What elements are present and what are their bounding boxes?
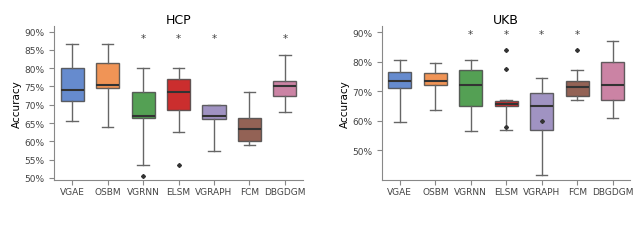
PathPatch shape <box>495 102 518 106</box>
Text: *: * <box>176 34 181 44</box>
PathPatch shape <box>601 62 624 101</box>
PathPatch shape <box>566 81 589 96</box>
Text: *: * <box>539 29 544 39</box>
Text: *: * <box>575 29 580 39</box>
Title: UKB: UKB <box>493 14 519 27</box>
PathPatch shape <box>530 93 553 130</box>
PathPatch shape <box>424 74 447 86</box>
PathPatch shape <box>273 82 296 96</box>
Text: *: * <box>504 29 509 39</box>
PathPatch shape <box>388 73 412 89</box>
PathPatch shape <box>238 118 261 142</box>
PathPatch shape <box>132 92 155 118</box>
Text: *: * <box>211 34 216 44</box>
PathPatch shape <box>61 69 84 102</box>
Y-axis label: Accuracy: Accuracy <box>12 80 22 127</box>
PathPatch shape <box>96 63 119 89</box>
Y-axis label: Accuracy: Accuracy <box>339 80 349 127</box>
Text: *: * <box>282 34 287 44</box>
PathPatch shape <box>167 80 190 111</box>
Title: HCP: HCP <box>166 14 191 27</box>
PathPatch shape <box>460 71 483 106</box>
Text: *: * <box>468 29 474 39</box>
Text: *: * <box>141 34 146 44</box>
PathPatch shape <box>202 105 225 120</box>
